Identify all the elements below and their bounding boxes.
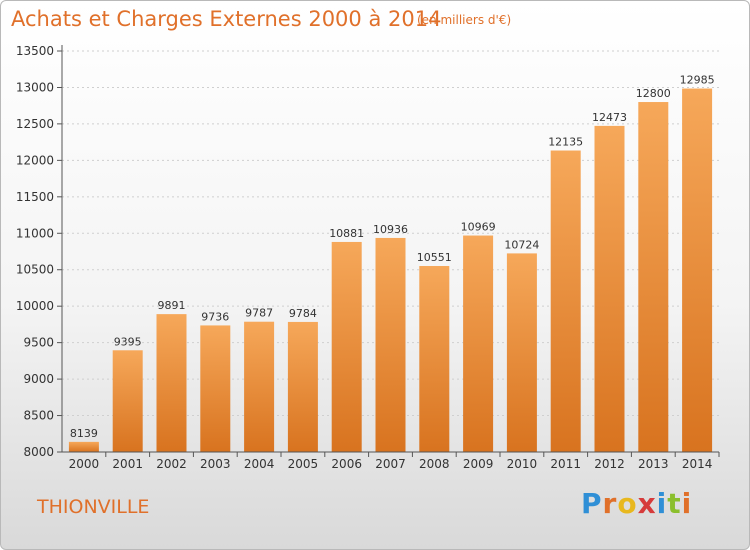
bar-2007 (375, 237, 406, 452)
data-label: 9395 (114, 335, 142, 348)
data-label: 9784 (289, 307, 317, 320)
x-tick-label: 2009 (463, 457, 494, 471)
x-tick-label: 2012 (594, 457, 625, 471)
y-tick-label: 8000 (23, 445, 54, 459)
x-tick-label: 2004 (244, 457, 275, 471)
data-label: 10551 (417, 251, 452, 264)
bar-2000 (68, 441, 99, 452)
bars (68, 88, 713, 453)
data-labels: 8139 9395 9891 9736 9787 9784 10881 10936 10551 1… (70, 74, 715, 440)
logo-letter: i (656, 487, 668, 520)
data-label: 10724 (504, 238, 539, 251)
bar-2003 (200, 325, 231, 452)
y-tick-label: 9000 (23, 372, 54, 386)
y-tick-label: 12500 (16, 117, 54, 131)
data-label: 10969 (461, 221, 496, 234)
bar-2012 (594, 125, 625, 453)
bar-2001 (112, 350, 143, 452)
logo-letter: t (667, 487, 682, 520)
logo-letter: P (581, 487, 603, 520)
city-name: THIONVILLE (37, 496, 150, 518)
data-label: 10881 (329, 227, 364, 240)
x-tick-label: 2005 (288, 457, 319, 471)
x-tick-label: 2011 (550, 457, 581, 471)
bar-2009 (463, 235, 494, 452)
logo-letter: x (637, 487, 657, 520)
data-label: 12473 (592, 111, 627, 124)
data-label: 8139 (70, 427, 98, 440)
logo-letter: o (617, 487, 638, 520)
logo-letter: i (681, 487, 693, 520)
y-tick-label: 13500 (16, 44, 54, 58)
y-tick-label: 11000 (16, 226, 54, 240)
x-tick-label: 2001 (112, 457, 143, 471)
axes: 8000 8500 9000 9500 10000 10500 11000 11500 1200… (16, 44, 720, 471)
x-tick-label: 2008 (419, 457, 450, 471)
chart-subtitle: (en milliers d'€) (417, 13, 512, 27)
bar-2008 (419, 266, 450, 452)
data-label: 10936 (373, 223, 408, 236)
x-tick-label: 2007 (375, 457, 406, 471)
y-tick-label: 13000 (16, 80, 54, 94)
proxiti-logo: Proxiti (581, 487, 692, 520)
x-tick-label: 2006 (331, 457, 362, 471)
logo-letter: r (602, 487, 618, 520)
x-tick-label: 2000 (69, 457, 100, 471)
data-label: 12985 (680, 74, 715, 87)
x-tick-label: 2010 (507, 457, 538, 471)
data-label: 12135 (548, 136, 583, 149)
bar-2004 (244, 321, 275, 452)
data-label: 12800 (636, 87, 671, 100)
data-label: 9787 (245, 307, 273, 320)
bar-2006 (331, 241, 362, 452)
chart-title: Achats et Charges Externes 2000 à 2014 (11, 7, 442, 31)
x-tick-label: 2002 (156, 457, 187, 471)
bar-2005 (287, 321, 318, 452)
bar-2014 (682, 88, 713, 452)
bar-2002 (156, 314, 187, 452)
x-tick-label: 2013 (638, 457, 669, 471)
bar-2011 (550, 150, 581, 452)
y-tick-label: 10500 (16, 263, 54, 277)
y-tick-label: 11500 (16, 190, 54, 204)
x-tick-label: 2014 (682, 457, 713, 471)
data-label: 9891 (158, 299, 186, 312)
y-tick-label: 9500 (23, 336, 54, 350)
y-tick-label: 8500 (23, 409, 54, 423)
bar-2013 (638, 102, 669, 452)
x-tick-label: 2003 (200, 457, 231, 471)
bar-2010 (506, 253, 537, 452)
y-tick-label: 10000 (16, 299, 54, 313)
y-tick-label: 12000 (16, 153, 54, 167)
data-label: 9736 (201, 310, 229, 323)
